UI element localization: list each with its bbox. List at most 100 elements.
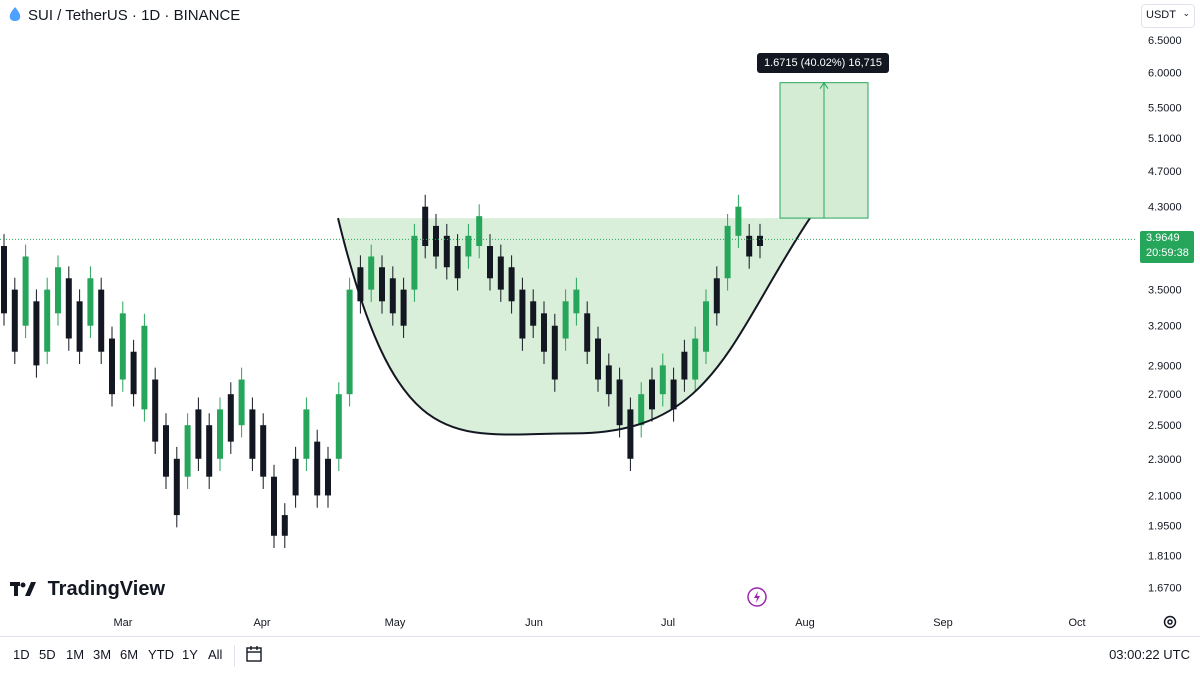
x-tick-label: Mar — [114, 617, 133, 629]
candle-body — [627, 409, 634, 459]
candle-body — [368, 256, 375, 290]
range-ytd-button[interactable]: YTD — [148, 647, 174, 662]
candle-body — [541, 313, 547, 352]
range-1d-button[interactable]: 1D — [13, 647, 30, 662]
y-tick-label: 4.3000 — [1148, 202, 1182, 214]
utc-clock[interactable]: 03:00:22 UTC — [1109, 647, 1190, 662]
range-1y-button[interactable]: 1Y — [182, 647, 198, 662]
candle-body — [573, 289, 580, 314]
y-tick-label: 3.2000 — [1148, 321, 1182, 333]
range-1m-button[interactable]: 1M — [66, 647, 85, 662]
chart-header: SUI / TetherUS · 1D · BINANCE — [0, 0, 1130, 32]
bar-countdown: 20:59:38 — [1146, 247, 1189, 259]
candle-body — [65, 278, 72, 339]
y-tick-label: 2.7000 — [1148, 389, 1182, 401]
candle-body — [659, 365, 666, 395]
candle-body — [487, 246, 493, 279]
candle-body — [184, 425, 191, 477]
y-tick-label: 2.5000 — [1148, 420, 1182, 432]
candle-body — [1, 246, 7, 314]
y-tick-label: 1.6700 — [1148, 583, 1182, 595]
candle-body — [314, 441, 321, 496]
candle-body — [703, 301, 709, 352]
currency-label: USDT — [1146, 9, 1176, 21]
candle-body — [227, 394, 234, 442]
candle-body — [260, 425, 267, 477]
last-price-badge: 3.9649 20:59:38 — [1140, 231, 1194, 263]
candle-body — [422, 206, 429, 247]
candle-body — [519, 289, 526, 339]
y-tick-label: 6.5000 — [1148, 35, 1182, 47]
range-3m-button[interactable]: 3M — [93, 647, 112, 662]
candle-body — [476, 216, 483, 247]
price-chart[interactable]: 6.5000 6.0000 5.5000 5.1000 4.7000 4.3000 3.50… — [0, 0, 1200, 636]
range-all-button[interactable]: All — [208, 647, 223, 662]
candle-body — [33, 301, 40, 366]
candle-body — [130, 351, 137, 395]
candle-body — [98, 289, 105, 352]
candle-body — [616, 379, 623, 426]
candle-body — [443, 235, 450, 268]
candle-body — [389, 278, 396, 314]
measure-arrow-head — [819, 81, 829, 89]
candle-body — [400, 289, 407, 326]
sui-logo-icon — [8, 6, 22, 29]
flash-icon[interactable] — [747, 587, 767, 612]
candle-body — [195, 409, 202, 459]
candle-body — [87, 278, 94, 326]
candle-body — [530, 301, 537, 326]
candle-body — [551, 325, 558, 380]
cup-zone — [338, 218, 810, 435]
y-tick-label: 5.5000 — [1148, 103, 1182, 115]
candle-body — [119, 313, 126, 380]
candle-body — [508, 267, 515, 302]
chevron-down-icon: ⌄ — [1182, 8, 1190, 18]
tradingview-wordmark: TradingView — [47, 578, 166, 600]
candle-body — [271, 476, 277, 536]
tradingview-watermark[interactable]: TradingView — [10, 578, 165, 601]
symbol-title[interactable]: SUI / TetherUS · 1D · BINANCE — [28, 7, 241, 24]
y-tick-label: 5.1000 — [1148, 133, 1182, 145]
candle-body — [325, 458, 331, 496]
candle-body — [141, 325, 148, 410]
candle-body — [497, 256, 504, 290]
candle-body — [303, 409, 310, 459]
y-tick-label: 2.1000 — [1148, 490, 1182, 502]
x-tick-label: Oct — [1068, 617, 1085, 629]
candle-body — [346, 289, 353, 395]
candle-body — [55, 267, 61, 314]
x-tick-label: Jun — [525, 617, 543, 629]
calendar-range-icon[interactable] — [244, 644, 264, 669]
candle-body — [433, 225, 439, 257]
y-tick-label: 2.9000 — [1148, 360, 1182, 372]
range-5d-button[interactable]: 5D — [39, 647, 56, 662]
candle-body — [152, 379, 159, 442]
candle-body — [638, 394, 645, 426]
candle-body — [22, 256, 29, 326]
range-6m-button[interactable]: 6M — [120, 647, 139, 662]
candle-body — [76, 301, 83, 352]
candle-body — [724, 225, 731, 279]
candle-body — [757, 235, 763, 247]
candle-body — [217, 409, 223, 459]
currency-select[interactable]: USDT ⌄ — [1141, 4, 1195, 28]
candle-body — [454, 246, 461, 279]
candle-body — [649, 379, 655, 410]
candle-body — [206, 425, 213, 477]
candle-body — [411, 235, 418, 290]
toolbar-divider — [234, 645, 235, 667]
candle-body — [746, 235, 753, 257]
x-tick-label: Jul — [661, 617, 675, 629]
candle-body — [465, 235, 472, 257]
candle-body — [562, 301, 569, 339]
candle-body — [357, 267, 364, 302]
tradingview-logo-icon — [10, 578, 42, 600]
gear-icon[interactable] — [1162, 614, 1178, 635]
candle-body — [238, 379, 245, 426]
candle-body — [692, 338, 699, 380]
candle-body — [44, 289, 51, 352]
candle-body — [281, 515, 288, 536]
last-price: 3.9649 — [1146, 232, 1180, 244]
candle-body — [379, 267, 385, 302]
x-tick-label: Aug — [795, 617, 815, 629]
